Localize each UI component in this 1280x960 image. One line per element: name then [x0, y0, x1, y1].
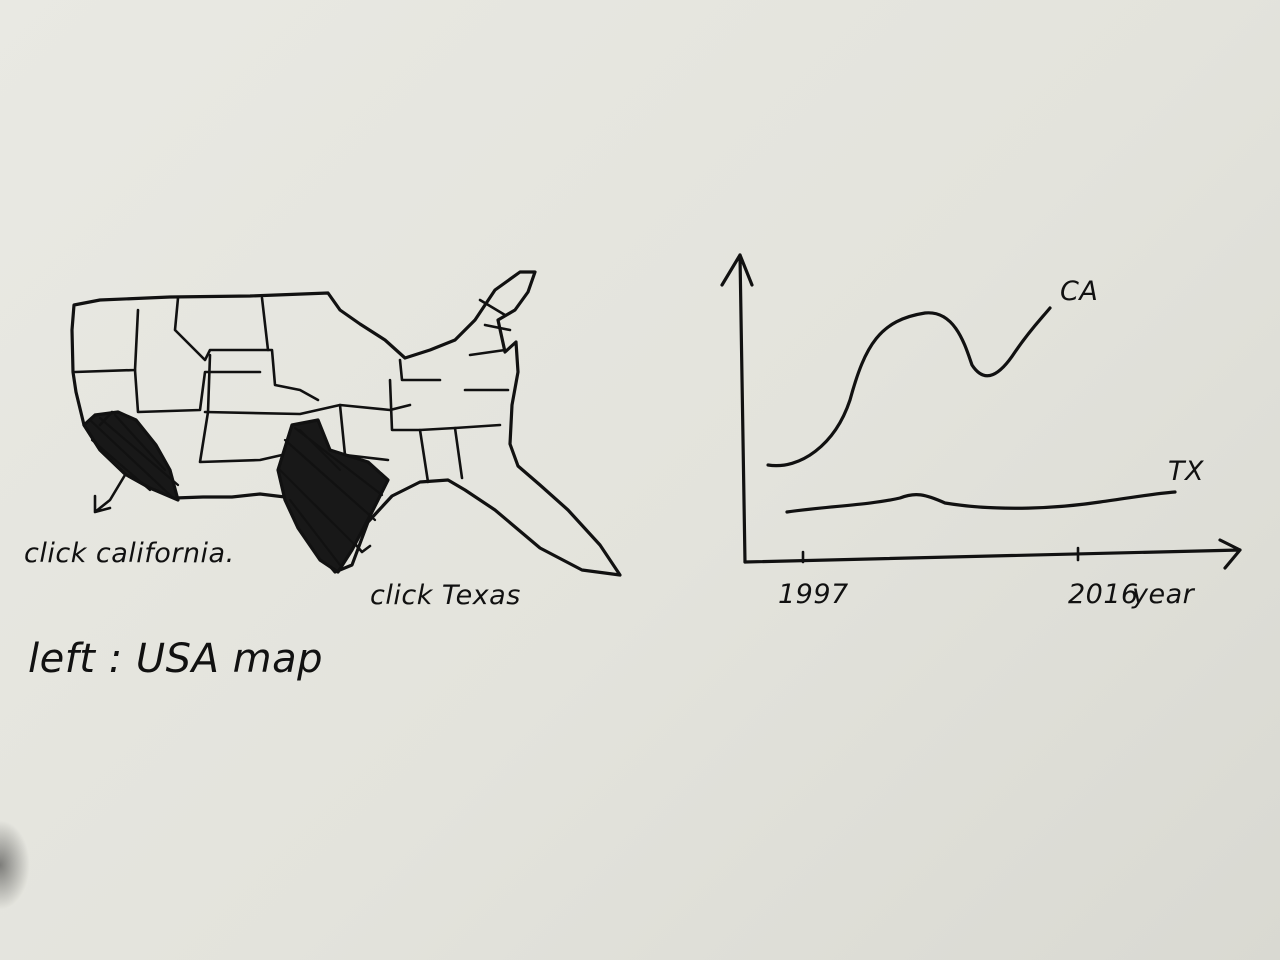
- usa-outline: [70, 270, 622, 577]
- left-map-label: left : USA map: [28, 636, 323, 682]
- series-line-ca[interactable]: [766, 306, 1052, 468]
- line-chart: [720, 253, 1242, 570]
- x-tick-label-1997: 1997: [778, 579, 849, 610]
- series-label-ca: CA: [1060, 276, 1098, 307]
- california-shape[interactable]: [82, 410, 180, 502]
- x-axis-label: year: [1131, 579, 1196, 610]
- x-tick-label-2016: 2016: [1068, 579, 1139, 610]
- state-borders: [73, 296, 512, 484]
- texas-shape[interactable]: [276, 418, 390, 574]
- x-axis: [743, 538, 1242, 570]
- hatching: [88, 413, 384, 567]
- series-line-tx[interactable]: [785, 490, 1177, 514]
- california-label: click california.: [24, 538, 235, 569]
- california-arrow: [93, 473, 127, 514]
- y-axis: [720, 253, 754, 564]
- series-label-tx: TX: [1168, 456, 1204, 487]
- texas-label: click Texas: [370, 580, 521, 611]
- usa-map: [70, 270, 622, 577]
- texas-arrow: [354, 543, 372, 554]
